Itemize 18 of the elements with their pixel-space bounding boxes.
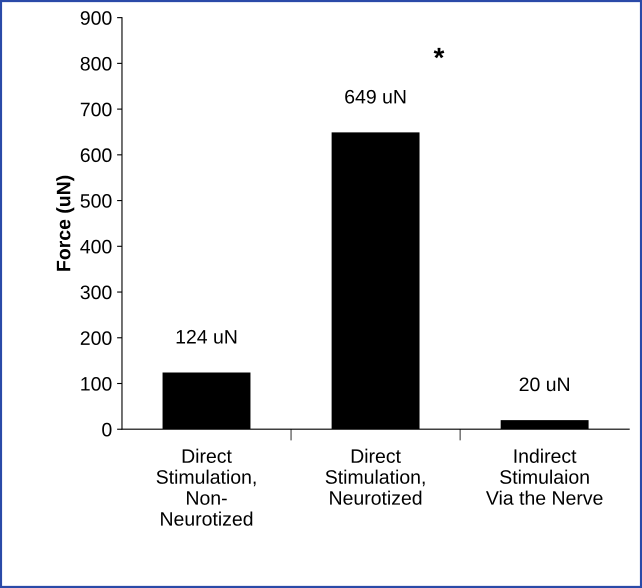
x-tick-label: Direct Stimulation, Neurotized	[326, 448, 425, 505]
annotation: *	[434, 48, 444, 58]
y-tick-label: 300	[80, 286, 112, 300]
y-tick-label: 800	[80, 56, 112, 71]
data-label: 124 uN	[176, 330, 236, 344]
y-tick-label: 200	[80, 331, 112, 346]
y-tick-label: 0	[102, 422, 112, 436]
x-tick-label: Indirect Stimulaion Via the Nerve	[486, 448, 602, 505]
y-tick-label: 700	[80, 102, 112, 116]
y-tick-label: 600	[80, 148, 112, 162]
y-tick-label: 400	[80, 240, 112, 254]
x-tick-label: Direct Stimulation, Non- Neurotized	[156, 448, 256, 526]
y-tick-label: 900	[80, 11, 112, 25]
data-label: 20 uN	[520, 377, 569, 392]
data-label: 649 uN	[345, 90, 406, 104]
y-axis-title: Force (uN)	[56, 176, 74, 271]
y-tick-label: 500	[80, 194, 112, 208]
y-tick-label: 100	[81, 376, 112, 391]
